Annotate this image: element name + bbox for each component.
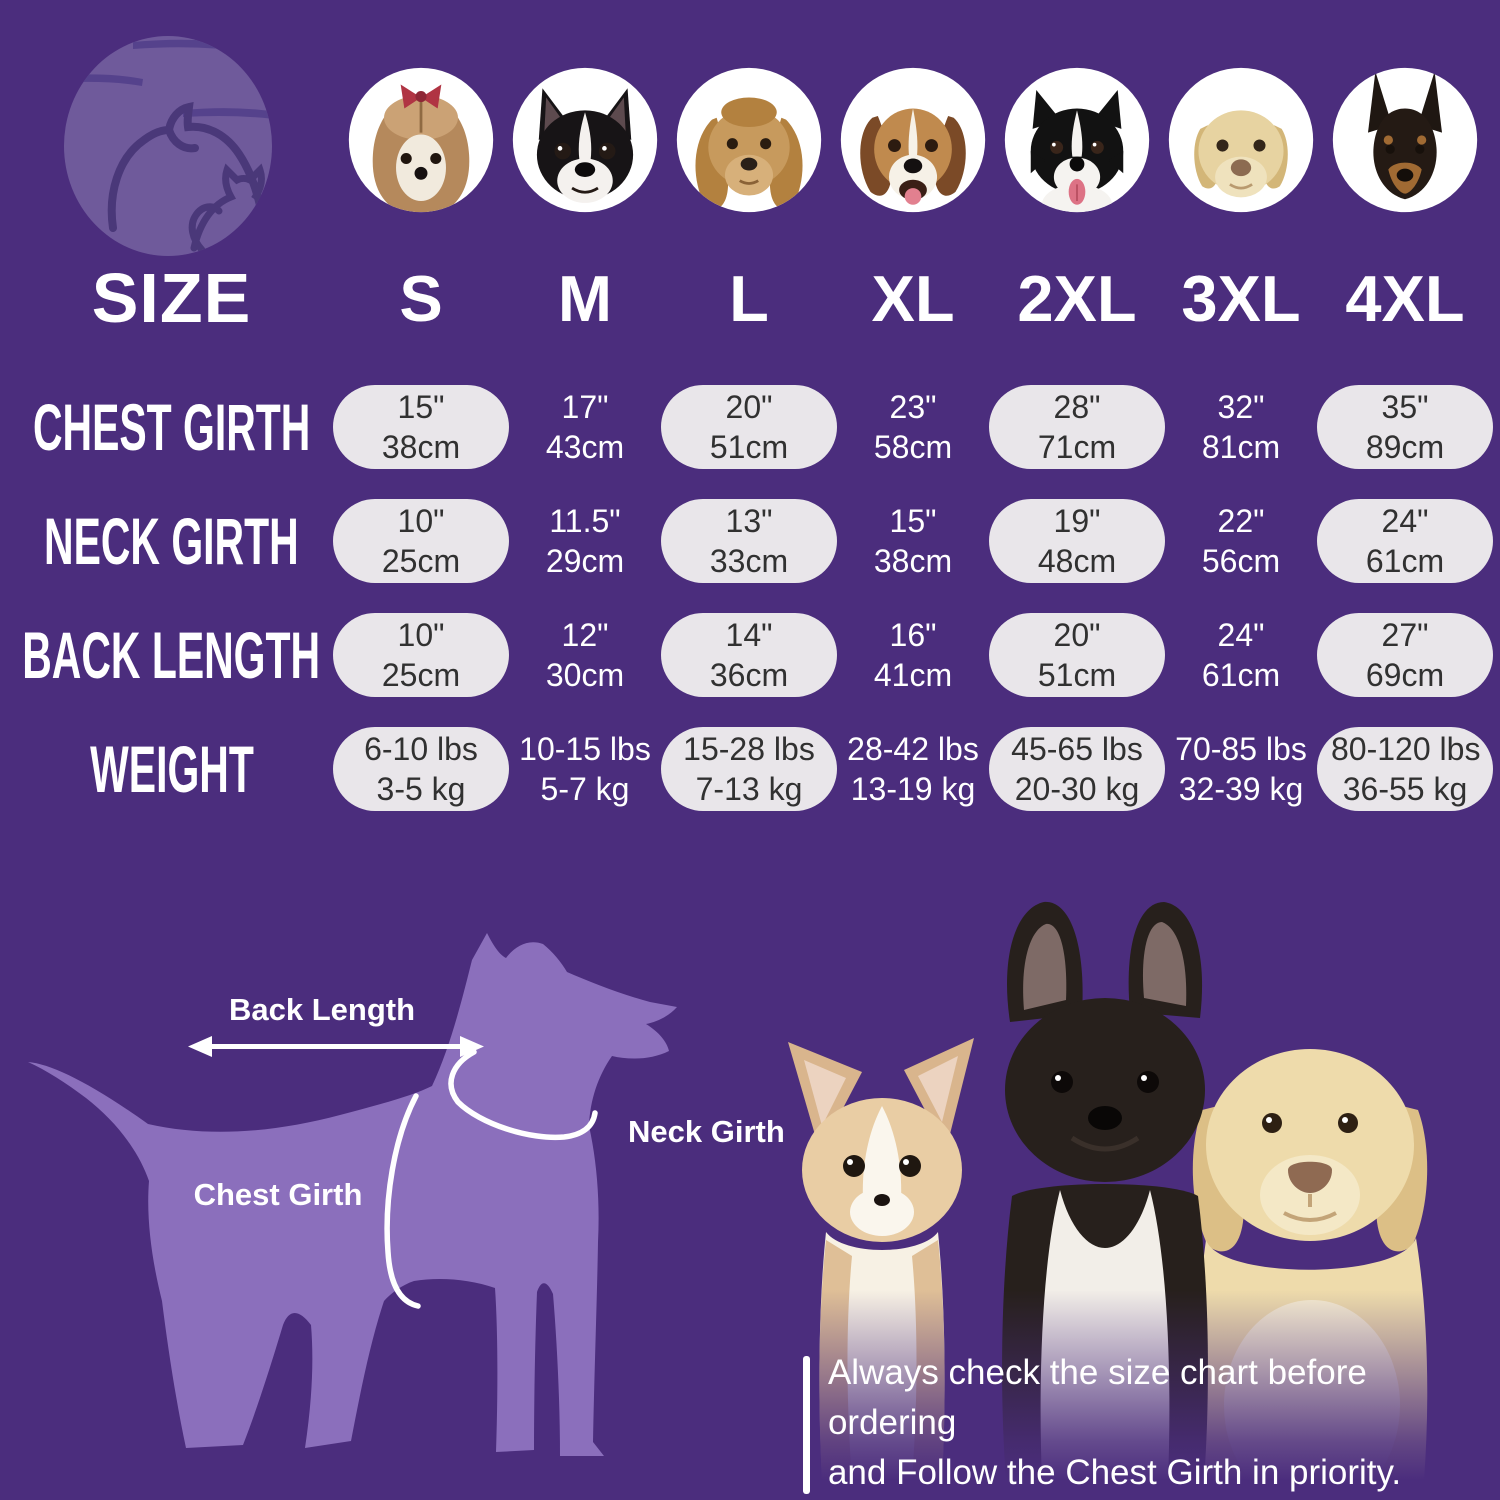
size-label-s: S bbox=[399, 261, 443, 335]
neck-girth-curve bbox=[448, 1049, 598, 1141]
measurement-pill: 20" 51cm bbox=[661, 385, 837, 469]
measurement-text: 23" 58cm bbox=[873, 389, 953, 465]
measurement-pill: 28" 71cm bbox=[989, 385, 1165, 469]
measurement-pill: 24" 61cm bbox=[1317, 499, 1493, 583]
measurement-text: 11.5" 29cm bbox=[545, 503, 625, 579]
row-label-weight: WEIGHT bbox=[89, 732, 254, 806]
dog-photo-boston-terrier bbox=[511, 66, 659, 214]
measurement-text: 10-15 lbs 5-7 kg bbox=[519, 731, 651, 807]
value-cell: 12" 30cm bbox=[503, 598, 667, 712]
row-label-back-length: BACK LENGTH bbox=[22, 618, 321, 692]
value-cell: 19" 48cm bbox=[989, 484, 1165, 598]
size-header-row: SIZE S M L XL 2XL 3XL 4XL bbox=[4, 250, 1487, 346]
value-cell: 15-28 lbs 7-13 kg bbox=[661, 712, 837, 826]
brand-logo bbox=[58, 30, 278, 262]
dog-cat-logo-icon bbox=[64, 36, 272, 256]
measurement-text: 32" 81cm bbox=[1201, 389, 1281, 465]
measurement-text: 16" 41cm bbox=[873, 617, 953, 693]
dog-photo-labrador bbox=[1167, 66, 1315, 214]
value-cell: 24" 61cm bbox=[1159, 598, 1323, 712]
measurement-text: 15" 38cm bbox=[873, 503, 953, 579]
dog-photo-doberman bbox=[1331, 66, 1479, 214]
dog-photo-shih-tzu bbox=[347, 66, 495, 214]
measurement-pill: 13" 33cm bbox=[661, 499, 837, 583]
value-cell: 15" 38cm bbox=[831, 484, 995, 598]
measurement-pill: 6-10 lbs 3-5 kg bbox=[333, 727, 509, 811]
value-cell: 20" 51cm bbox=[661, 370, 837, 484]
measurement-text: 17" 43cm bbox=[545, 389, 625, 465]
dog-trio-photo bbox=[760, 860, 1500, 1500]
dog-silhouette-icon bbox=[28, 933, 677, 1456]
value-cell: 17" 43cm bbox=[503, 370, 667, 484]
measurement-pill: 14" 36cm bbox=[661, 613, 837, 697]
dog-photo-border-collie bbox=[1003, 66, 1151, 214]
sizing-note: Always check the size chart before order… bbox=[803, 1348, 1500, 1500]
measurement-pill: 10" 25cm bbox=[333, 613, 509, 697]
value-cell: 16" 41cm bbox=[831, 598, 995, 712]
measurement-pill: 80-120 lbs 36-55 kg bbox=[1317, 727, 1493, 811]
size-label-m: M bbox=[557, 261, 613, 335]
measurement-text: 22" 56cm bbox=[1201, 503, 1281, 579]
value-cell: 23" 58cm bbox=[831, 370, 995, 484]
measurement-text: 28-42 lbs 13-19 kg bbox=[847, 731, 979, 807]
value-cell: 80-120 lbs 36-55 kg bbox=[1317, 712, 1493, 826]
value-cell: 45-65 lbs 20-30 kg bbox=[989, 712, 1165, 826]
value-cell: 14" 36cm bbox=[661, 598, 837, 712]
size-label-4xl: 4XL bbox=[1345, 261, 1465, 335]
value-cell: 10-15 lbs 5-7 kg bbox=[503, 712, 667, 826]
value-cell: 6-10 lbs 3-5 kg bbox=[333, 712, 509, 826]
chest-girth-label: Chest Girth bbox=[193, 1177, 363, 1212]
note-line: Always check the size chart before order… bbox=[827, 1353, 1367, 1442]
note-divider bbox=[803, 1356, 810, 1494]
measurement-pill: 20" 51cm bbox=[989, 613, 1165, 697]
measurement-pill: 15" 38cm bbox=[333, 385, 509, 469]
value-cell: 20" 51cm bbox=[989, 598, 1165, 712]
measurement-pill: 27" 69cm bbox=[1317, 613, 1493, 697]
measurement-pill: 35" 89cm bbox=[1317, 385, 1493, 469]
dog-trio-illustration bbox=[760, 901, 1500, 1500]
measurement-text: 24" 61cm bbox=[1201, 617, 1281, 693]
size-column-title: SIZE bbox=[91, 259, 252, 337]
measurement-diagram: Back Length Neck Girth Chest Girth bbox=[0, 900, 790, 1470]
measurement-text: 12" 30cm bbox=[545, 617, 625, 693]
value-cell: 15" 38cm bbox=[333, 370, 509, 484]
measurement-pill: 10" 25cm bbox=[333, 499, 509, 583]
back-length-label: Back Length bbox=[228, 992, 416, 1027]
value-cell: 70-85 lbs 32-39 kg bbox=[1159, 712, 1323, 826]
size-table: CHEST GIRTH 15" 38cm 17" 43cm 20" 51cm 23" 5… bbox=[4, 370, 1493, 826]
measurement-pill: 45-65 lbs 20-30 kg bbox=[989, 727, 1165, 811]
size-label-3xl: 3XL bbox=[1181, 261, 1301, 335]
row-label-chest-girth: CHEST GIRTH bbox=[32, 390, 311, 464]
dog-photo-cocker-spaniel bbox=[675, 66, 823, 214]
value-cell: 24" 61cm bbox=[1317, 484, 1493, 598]
back-length-arrow bbox=[188, 1036, 484, 1057]
value-cell: 32" 81cm bbox=[1159, 370, 1323, 484]
note-text: Always check the size chart before order… bbox=[828, 1348, 1500, 1500]
measurement-pill: 19" 48cm bbox=[989, 499, 1165, 583]
value-cell: 28-42 lbs 13-19 kg bbox=[831, 712, 995, 826]
value-cell: 22" 56cm bbox=[1159, 484, 1323, 598]
measurement-pill: 15-28 lbs 7-13 kg bbox=[661, 727, 837, 811]
value-cell: 11.5" 29cm bbox=[503, 484, 667, 598]
size-label-xl: XL bbox=[871, 261, 955, 335]
size-label-2xl: 2XL bbox=[1017, 261, 1137, 335]
chest-girth-curve bbox=[384, 1093, 421, 1309]
value-cell: 28" 71cm bbox=[989, 370, 1165, 484]
measurement-text: 70-85 lbs 32-39 kg bbox=[1175, 731, 1307, 807]
value-cell: 35" 89cm bbox=[1317, 370, 1493, 484]
value-cell: 27" 69cm bbox=[1317, 598, 1493, 712]
neck-girth-label: Neck Girth bbox=[628, 1114, 785, 1149]
value-cell: 13" 33cm bbox=[661, 484, 837, 598]
row-label-neck-girth: NECK GIRTH bbox=[44, 504, 299, 578]
size-label-l: L bbox=[729, 261, 769, 335]
note-line: and Follow the Chest Girth in priority. bbox=[827, 1453, 1402, 1492]
dog-photo-beagle bbox=[839, 66, 987, 214]
value-cell: 10" 25cm bbox=[333, 598, 509, 712]
value-cell: 10" 25cm bbox=[333, 484, 509, 598]
